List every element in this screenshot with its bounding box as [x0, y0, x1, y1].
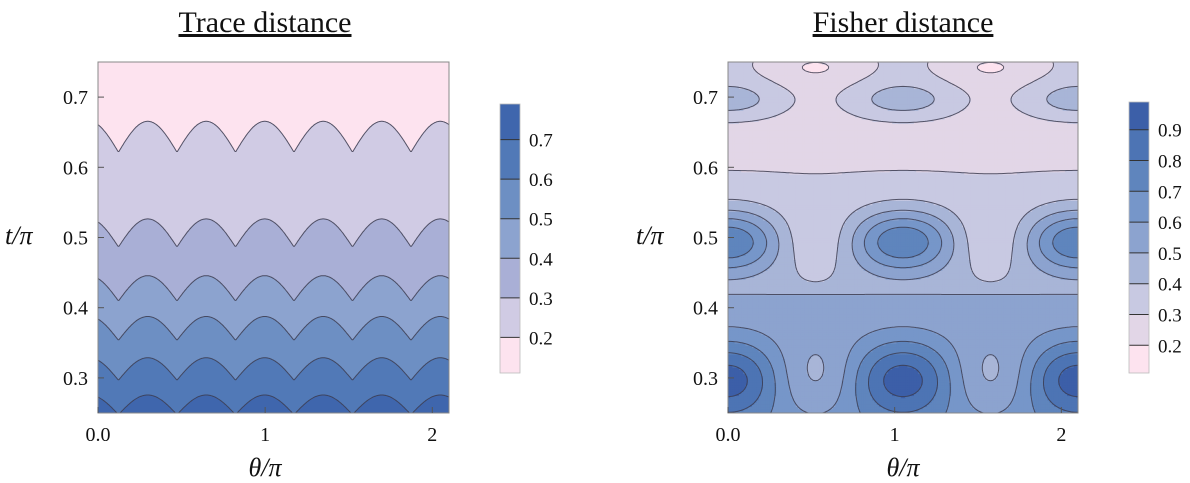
- trace-distance-panel: Trace distance 0.0 1 20.30.40.50.60.7 θ/π …: [5, 6, 553, 482]
- y-tick-label: 0.7: [63, 87, 88, 109]
- trace-y-axis-label: t/π: [5, 221, 33, 250]
- trace-legend: 0.2 0.3 0.4 0.5 0.6 0.7: [500, 104, 553, 373]
- x-tick-label: 2: [427, 424, 437, 446]
- legend-tick-label: 0.5: [529, 210, 553, 231]
- legend-swatch: [500, 298, 520, 338]
- legend-swatch: [500, 140, 520, 180]
- legend-tick-label: 0.6: [529, 170, 553, 191]
- legend-swatch: [500, 337, 520, 373]
- trace-contour-bands: [98, 62, 449, 414]
- legend-tick-label: 0.4: [529, 249, 553, 270]
- fisher-contour-bands: [728, 62, 1079, 414]
- legend-swatch: [500, 258, 520, 298]
- y-tick-label: 0.4: [63, 298, 88, 320]
- trace-panel-title: Trace distance: [179, 6, 352, 39]
- trace-x-axis-label: θ/π: [248, 453, 282, 482]
- legend-tick-label: 0.7: [529, 131, 553, 152]
- legend-tick-label: 0.3: [529, 289, 553, 310]
- x-tick-label: 1: [260, 424, 270, 446]
- legend-swatch: [500, 104, 520, 140]
- y-tick-label: 0.5: [63, 228, 88, 250]
- y-tick-label: 0.3: [63, 368, 88, 390]
- legend-swatch: [500, 219, 520, 259]
- fisher-panel-title: Fisher distance: [813, 6, 994, 39]
- fisher-distance-panel: Fisher distance 0.0 1 20.30.40.50.60.7 θ/π…: [636, 6, 1182, 482]
- x-tick-label: 0.0: [86, 424, 111, 446]
- y-tick-label: 0.6: [63, 157, 88, 179]
- legend-swatch: [500, 179, 520, 219]
- legend-tick-label: 0.2: [529, 328, 553, 349]
